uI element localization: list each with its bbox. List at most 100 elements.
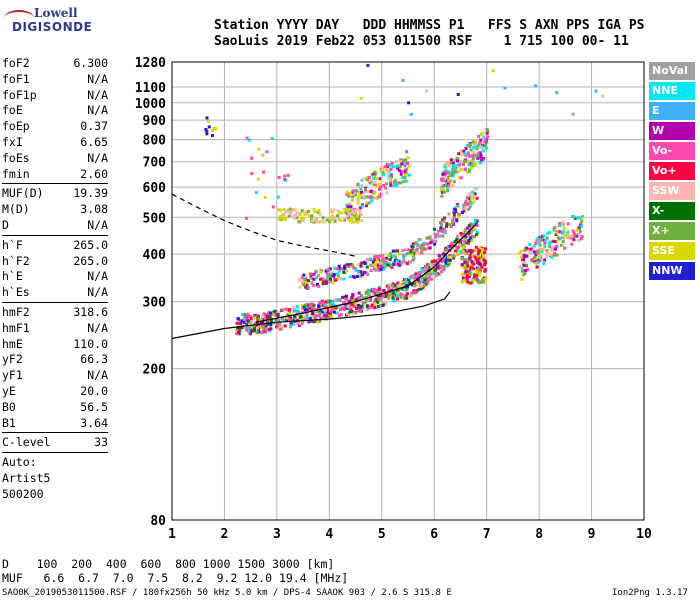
echo-point	[376, 259, 379, 263]
echo-point	[539, 258, 543, 262]
echo-point	[306, 316, 310, 320]
echo-point	[262, 170, 265, 174]
param-name: foEs	[2, 150, 30, 165]
echo-point	[520, 266, 524, 270]
echo-point	[376, 263, 380, 267]
echo-point	[446, 184, 450, 188]
echo-point	[573, 216, 577, 220]
echo-point	[503, 86, 507, 90]
echo-point	[405, 150, 409, 154]
echo-point	[282, 213, 286, 217]
echo-point	[474, 257, 478, 261]
echo-point	[375, 288, 379, 292]
echo-point	[545, 249, 549, 253]
echo-point	[271, 312, 275, 316]
echo-point	[353, 211, 357, 215]
echo-point	[455, 219, 459, 223]
echo-point	[478, 249, 481, 253]
echo-point	[394, 160, 398, 164]
echo-point	[467, 224, 471, 228]
echo-point	[372, 263, 376, 267]
echo-point	[211, 129, 214, 133]
echo-point	[314, 269, 318, 273]
echo-point	[439, 221, 442, 225]
echo-point	[332, 215, 336, 219]
echo-point	[543, 245, 547, 249]
echo-point	[330, 274, 334, 278]
echo-point	[483, 143, 487, 147]
echo-point	[309, 275, 313, 279]
echo-point	[449, 161, 453, 165]
echo-point	[468, 271, 472, 275]
echo-point	[321, 219, 325, 223]
echo-point	[456, 248, 460, 252]
echo-point	[417, 275, 421, 279]
echo-point	[338, 298, 342, 301]
echo-point	[396, 249, 399, 253]
echo-point	[303, 308, 307, 312]
echo-point	[412, 291, 415, 295]
param-row: hmE 110.0	[2, 337, 108, 353]
echo-point	[474, 245, 478, 249]
echo-point	[435, 232, 439, 236]
echo-point	[361, 301, 365, 305]
echo-point	[321, 216, 325, 220]
echo-point	[474, 249, 478, 253]
echo-point	[390, 265, 394, 269]
echo-point	[440, 179, 444, 183]
echo-point	[333, 278, 337, 282]
echo-point	[454, 210, 458, 214]
echo-point	[365, 176, 369, 180]
echo-point	[581, 215, 584, 219]
echo-point	[524, 269, 528, 272]
echo-point	[303, 310, 307, 314]
echo-point	[466, 280, 470, 284]
echo-point	[374, 298, 378, 302]
param-name: h`Es	[2, 285, 30, 300]
echo-point	[398, 169, 402, 173]
echo-point	[461, 280, 465, 284]
echo-point	[362, 177, 366, 181]
echo-point	[347, 217, 351, 221]
echo-point	[256, 326, 259, 330]
echo-point	[464, 268, 468, 272]
echo-point	[333, 266, 337, 270]
echo-point	[283, 324, 287, 328]
echo-point	[328, 220, 332, 224]
param-row: D N/A	[2, 218, 108, 234]
echo-point	[477, 151, 481, 155]
echo-point	[409, 249, 413, 252]
param-value: N/A	[87, 87, 108, 102]
echo-point	[578, 233, 582, 237]
echo-point	[452, 254, 456, 258]
echo-point	[347, 302, 351, 306]
echo-point	[348, 275, 352, 279]
echo-point	[448, 171, 452, 175]
echo-point	[342, 271, 346, 274]
echo-point	[383, 265, 387, 269]
param-name: h`F2	[2, 253, 30, 268]
echo-point	[364, 188, 367, 192]
echo-point	[345, 203, 349, 207]
echo-point	[426, 277, 430, 281]
echo-point	[384, 186, 388, 190]
echo-point	[428, 246, 431, 250]
echo-point	[465, 170, 469, 174]
echo-point	[282, 208, 286, 211]
legend-item: X-	[649, 202, 695, 220]
echo-point	[430, 265, 434, 269]
echo-point	[570, 242, 574, 246]
echo-point	[207, 125, 211, 129]
echo-point	[389, 183, 393, 187]
echo-point	[477, 261, 481, 265]
echo-point	[285, 316, 289, 320]
echo-point	[412, 274, 415, 277]
echo-point	[449, 158, 453, 162]
echo-point	[440, 190, 444, 194]
echo-point	[264, 324, 268, 328]
echo-point	[392, 262, 396, 266]
param-row: foE N/A	[2, 103, 108, 119]
header-line2: SaoLuis 2019 Feb22 053 011500 RSF 1 715 …	[214, 34, 629, 49]
echo-point	[415, 289, 419, 293]
echo-point	[417, 271, 420, 275]
